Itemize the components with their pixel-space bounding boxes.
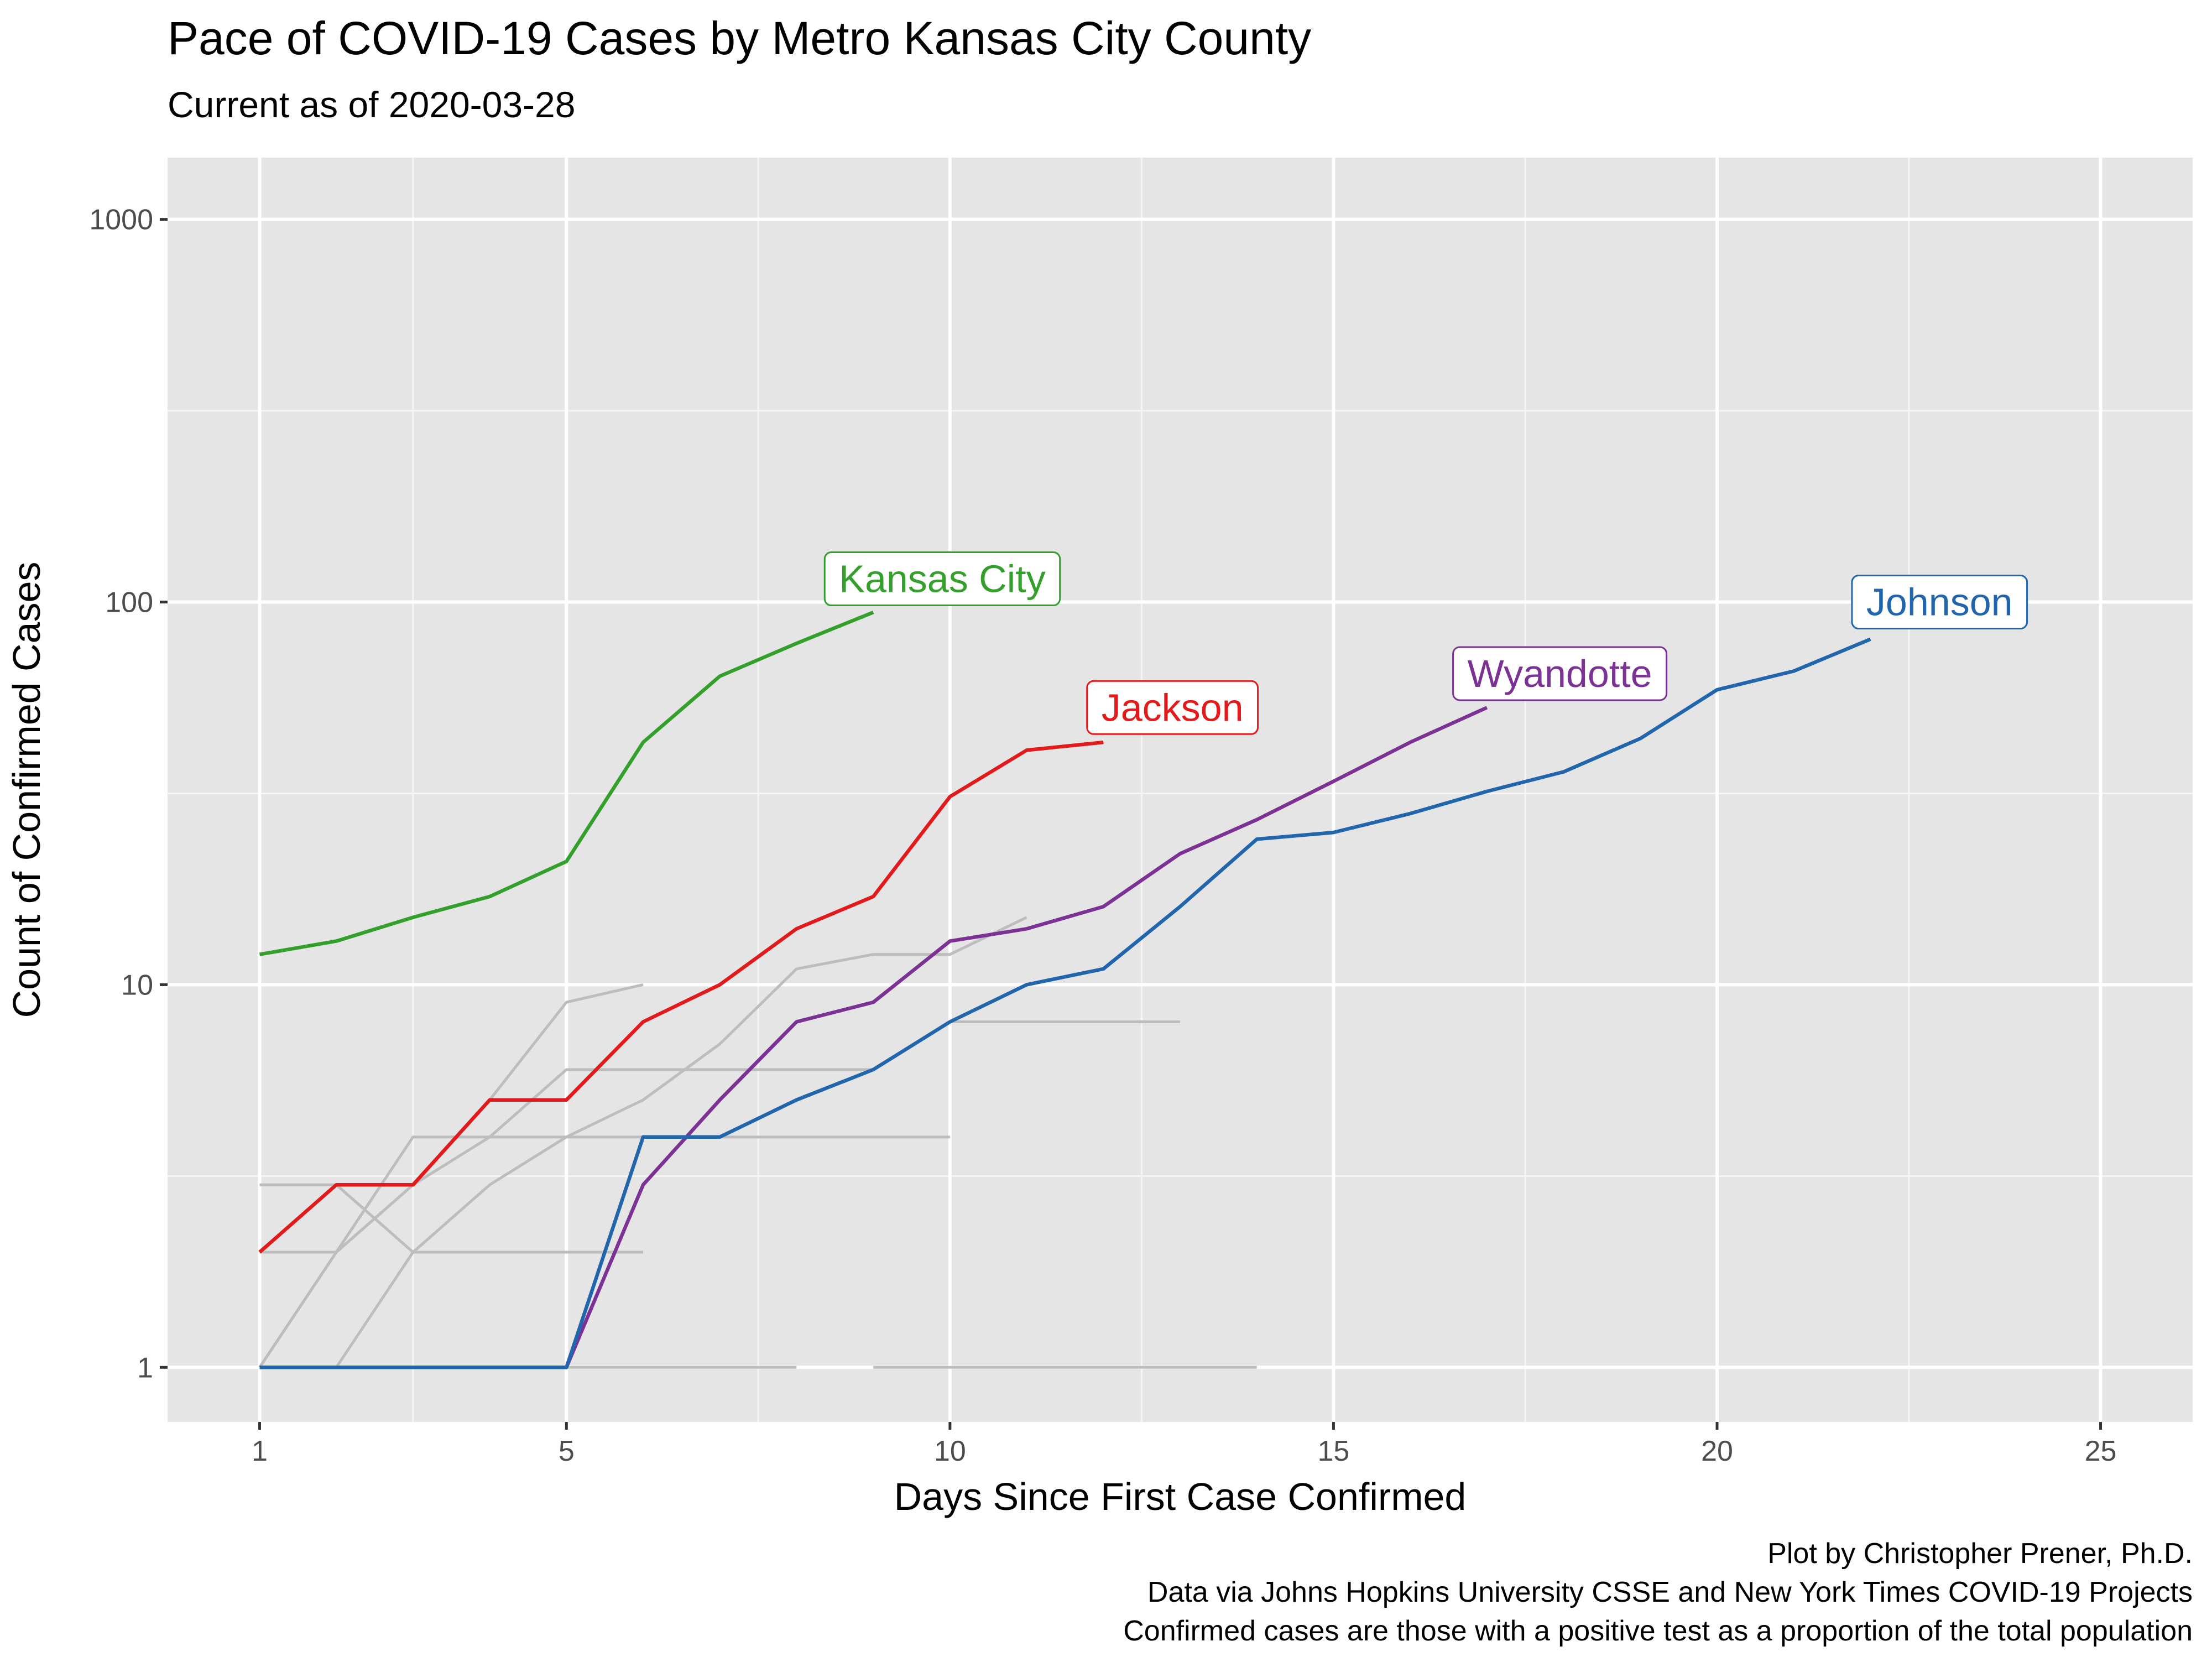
caption-line-2: Data via Johns Hopkins University CSSE a… (1147, 1576, 2193, 1608)
x-axis-title: Days Since First Case Confirmed (894, 1475, 1467, 1518)
series-label-johnson: Johnson (1851, 575, 2028, 630)
y-tick-label: 100 (105, 587, 153, 619)
x-tick-label: 20 (1701, 1435, 1733, 1467)
x-tick-label: 10 (934, 1435, 966, 1467)
chart-title: Pace of COVID-19 Cases by Metro Kansas C… (168, 12, 1311, 64)
plot-panel (168, 158, 2193, 1422)
chart-subtitle: Current as of 2020-03-28 (168, 84, 575, 125)
axis-ticks (160, 218, 2103, 1430)
series-line-other-county (259, 1183, 643, 1254)
x-tick-label: 15 (1318, 1435, 1350, 1467)
series-line-other-county (259, 1135, 950, 1254)
series-label-kansas-city: Kansas City (823, 551, 1061, 607)
series-label-text: Kansas City (839, 558, 1045, 601)
series-line-kansas-city (259, 611, 874, 956)
series-label-box (1851, 575, 2028, 630)
x-tick-label: 5 (559, 1435, 575, 1467)
series-line-other-county (258, 1068, 874, 1368)
x-tick-label: 1 (252, 1435, 268, 1467)
series-label-wyandotte: Wyandotte (1452, 646, 1668, 701)
caption-line-3: Confirmed cases are those with a positiv… (1123, 1615, 2193, 1647)
series-label-box (823, 551, 1061, 607)
caption-line-1: Plot by Christopher Prener, Ph.D. (1767, 1538, 2193, 1570)
series-label-text: Jackson (1102, 686, 1244, 729)
series-label-layer: Kansas City Jackson Wyandotte Johnson (823, 551, 2028, 735)
series-label-text: Johnson (1866, 581, 2013, 624)
y-tick-label: 1 (137, 1352, 153, 1384)
y-tick-label: 10 (121, 969, 153, 1001)
series-label-jackson: Jackson (1086, 680, 1259, 735)
series-line-jackson (258, 740, 1104, 1254)
x-tick-label: 25 (2085, 1435, 2117, 1467)
series-label-box (1452, 646, 1668, 701)
series-line-other-county (259, 916, 1027, 1369)
grid-major (168, 158, 2193, 1422)
y-tick-labels: 1 10 100 1000 (89, 204, 153, 1384)
series-label-text: Wyandotte (1468, 652, 1652, 695)
series-layer (258, 611, 1871, 1369)
y-tick-label: 1000 (89, 204, 153, 236)
series-label-box (1086, 680, 1259, 735)
x-tick-labels: 1 5 10 15 20 25 (252, 1435, 2116, 1467)
y-axis-title: Count of Confirmed Cases (5, 562, 48, 1018)
series-line-johnson (259, 637, 1871, 1369)
